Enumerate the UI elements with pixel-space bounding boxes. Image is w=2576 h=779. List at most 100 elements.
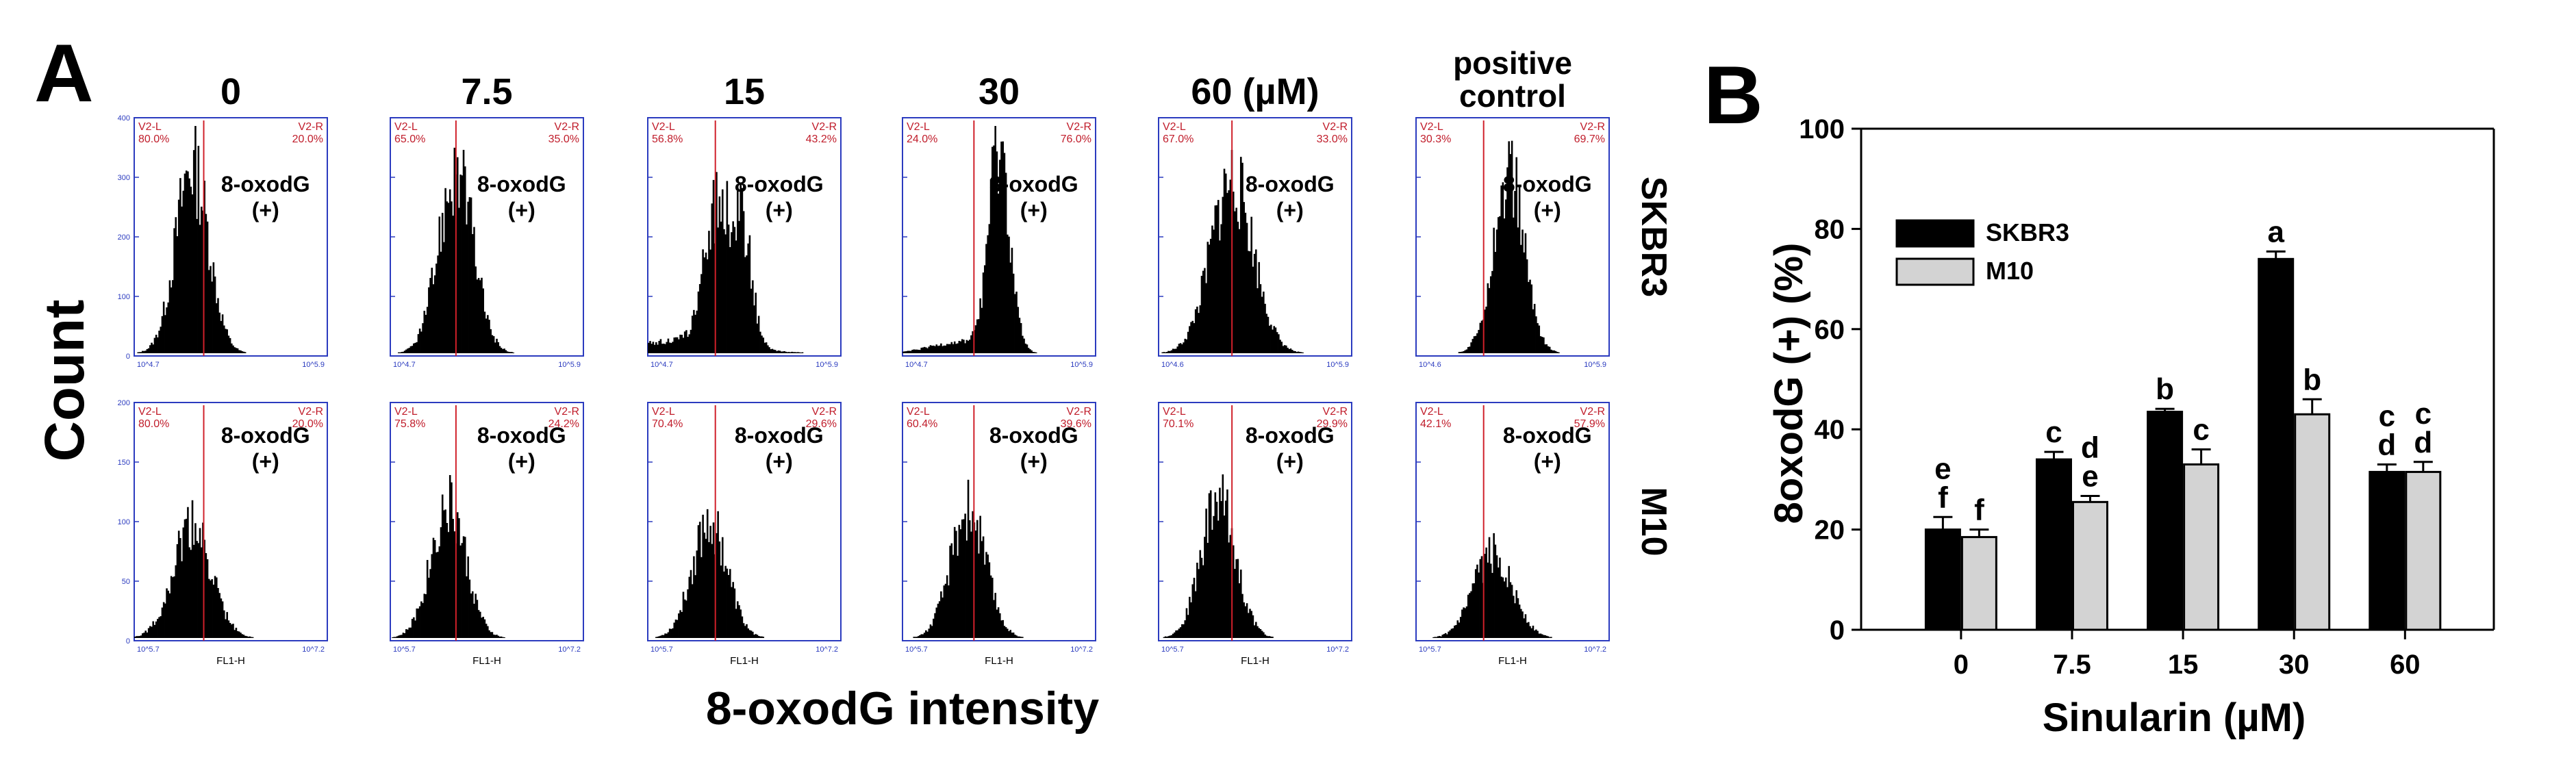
histogram-bin	[1520, 609, 1522, 638]
histogram-bin	[1511, 585, 1513, 638]
histogram-bin	[1232, 545, 1235, 638]
histogram-bin	[1274, 327, 1277, 353]
histogram-bin	[757, 636, 760, 638]
histogram-bin	[1508, 141, 1510, 354]
histogram-bin	[409, 627, 412, 638]
histogram-bin	[1278, 334, 1280, 353]
y-tick-label: 150	[118, 459, 130, 467]
histogram-bin	[741, 188, 744, 353]
histogram-bin	[1552, 350, 1554, 353]
histogram-bin	[1014, 294, 1016, 353]
y-tick-label: 60	[1815, 315, 1845, 345]
histogram-bin	[488, 320, 490, 353]
histogram-bin	[1229, 179, 1232, 353]
histogram-bin	[147, 348, 150, 353]
histogram-bin	[181, 561, 183, 638]
histogram-bin	[422, 323, 424, 353]
histogram-bin	[926, 631, 929, 638]
histogram-bin	[1537, 630, 1539, 638]
histogram-bin	[147, 628, 150, 638]
histogram-bin	[655, 637, 657, 638]
histogram-bin	[958, 340, 961, 353]
y-tick-label: 100	[118, 518, 130, 526]
y-tick-label: 50	[122, 578, 130, 586]
histogram-bin	[727, 225, 730, 353]
histogram-bin	[1031, 350, 1033, 353]
histogram-bin	[693, 309, 695, 353]
histogram-bin	[1526, 259, 1528, 353]
histogram-bin	[787, 352, 790, 353]
histogram-bin	[1202, 270, 1204, 353]
histogram-bin	[196, 541, 198, 638]
histogram-bin	[716, 172, 718, 353]
histogram-bin	[732, 582, 734, 638]
histogram-bin	[422, 602, 424, 638]
histogram-bin	[433, 540, 436, 638]
histogram-bin	[418, 606, 421, 638]
histogram-bin	[910, 350, 912, 353]
histogram-bin	[176, 236, 179, 353]
histogram-bin	[1503, 581, 1506, 638]
histogram-bin	[392, 637, 394, 638]
positive-gate-sign: (+)	[766, 198, 793, 222]
histogram-bin	[470, 197, 472, 353]
histogram-bin	[1545, 635, 1548, 638]
histogram-bin	[207, 578, 210, 638]
histogram-bin	[425, 594, 427, 638]
histogram-bin	[1003, 153, 1006, 353]
histogram-bin	[1535, 629, 1537, 638]
histogram-bin	[160, 616, 162, 638]
histogram-bin	[652, 342, 655, 353]
histogram-bin	[674, 337, 677, 353]
histogram-bin	[1439, 636, 1441, 638]
x-min-label: 10^4.7	[393, 361, 416, 369]
histogram-bin	[988, 224, 991, 353]
legend-swatch-m10	[1895, 257, 1975, 286]
histogram-bin	[1532, 626, 1535, 638]
histogram-bin	[203, 180, 205, 353]
histogram-bin	[681, 335, 683, 353]
histogram-bin	[914, 349, 917, 353]
histogram-bin	[1465, 349, 1468, 353]
histogram-bin	[194, 523, 197, 638]
column-label: positive control	[1453, 45, 1572, 114]
histogram-bin	[1533, 303, 1536, 353]
histogram-bin	[678, 339, 680, 353]
y-tick-label: 20	[1815, 515, 1845, 546]
histogram-bin	[1204, 268, 1206, 353]
histogram-bin	[191, 194, 194, 353]
histogram-bin	[1015, 635, 1018, 638]
histogram-bin	[157, 619, 159, 638]
histogram-bin	[1450, 628, 1453, 638]
histogram-bin	[661, 344, 664, 353]
histogram-bin	[207, 270, 210, 353]
gate-right-label: V2-R	[299, 121, 323, 133]
histogram-bin	[162, 602, 165, 638]
histogram-bin	[1261, 296, 1263, 353]
gate-left-percent: 70.1%	[1163, 418, 1194, 430]
histogram-bin	[1234, 211, 1236, 353]
legend-swatch-skbr3	[1895, 219, 1975, 248]
histogram-bin	[452, 216, 454, 353]
histogram-panel: V2-L24.0% V2-R76.0% 8-oxodG(+) 10^4.7 10^5.9	[902, 117, 1096, 369]
histogram-bin	[914, 637, 917, 638]
histogram-bin	[744, 626, 746, 638]
histogram-bin	[214, 276, 216, 353]
bar-skbr3-60	[2369, 470, 2405, 631]
histogram-bin	[736, 190, 739, 353]
histogram-bin	[736, 601, 739, 638]
histogram-bin	[991, 146, 994, 353]
histogram-bin	[446, 522, 449, 638]
histogram-bin	[1200, 275, 1203, 353]
histogram-bin	[690, 570, 692, 638]
histogram-bin	[1249, 609, 1251, 638]
histogram-bin	[149, 345, 151, 353]
histogram-bin	[1244, 212, 1247, 353]
histogram-bin	[1191, 320, 1194, 353]
histogram-bin	[1434, 637, 1437, 638]
histogram-bin	[964, 343, 966, 353]
histogram-bin	[1294, 350, 1296, 353]
histogram-bin	[997, 193, 1000, 353]
histogram-bin	[712, 179, 715, 353]
histogram-bin	[199, 528, 201, 638]
